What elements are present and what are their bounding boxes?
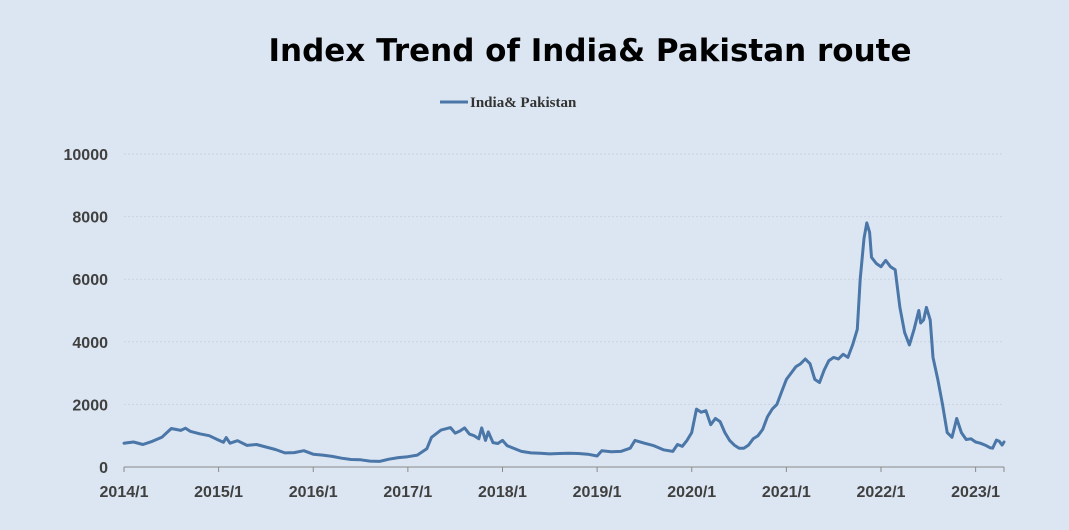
y-tick-label: 10000 xyxy=(64,147,109,164)
x-tick-label: 2020/1 xyxy=(667,484,716,501)
x-tick-label: 2021/1 xyxy=(762,484,811,501)
legend: India& Pakistan xyxy=(440,95,577,111)
y-tick-label: 0 xyxy=(99,460,108,477)
y-tick-label: 6000 xyxy=(72,272,108,289)
x-tick-label: 2017/1 xyxy=(383,484,432,501)
y-tick-label: 2000 xyxy=(72,397,108,414)
x-tick-label: 2019/1 xyxy=(573,484,622,501)
y-tick-label: 8000 xyxy=(72,210,108,227)
x-tick-label: 2023/1 xyxy=(951,484,1000,501)
x-axis: 2014/1 2015/1 2016/1 2017/1 2018/1 2019/1 2020… xyxy=(100,466,1005,501)
series-line-india-pakistan xyxy=(122,221,1006,463)
x-tick-label: 2014/1 xyxy=(100,484,149,501)
x-tick-label: 2018/1 xyxy=(478,484,527,501)
gridlines xyxy=(124,153,1004,405)
y-axis: 0 2000 4000 6000 8000 10000 xyxy=(64,147,109,477)
x-tick-label: 2015/1 xyxy=(194,484,243,501)
x-tick-label: 2022/1 xyxy=(857,484,906,501)
chart-title: Index Trend of India& Pakistan route xyxy=(268,33,911,69)
y-tick-label: 4000 xyxy=(72,335,108,352)
x-tick-label: 2016/1 xyxy=(289,484,338,501)
series-layer xyxy=(122,221,1006,463)
legend-label: India& Pakistan xyxy=(470,95,577,111)
